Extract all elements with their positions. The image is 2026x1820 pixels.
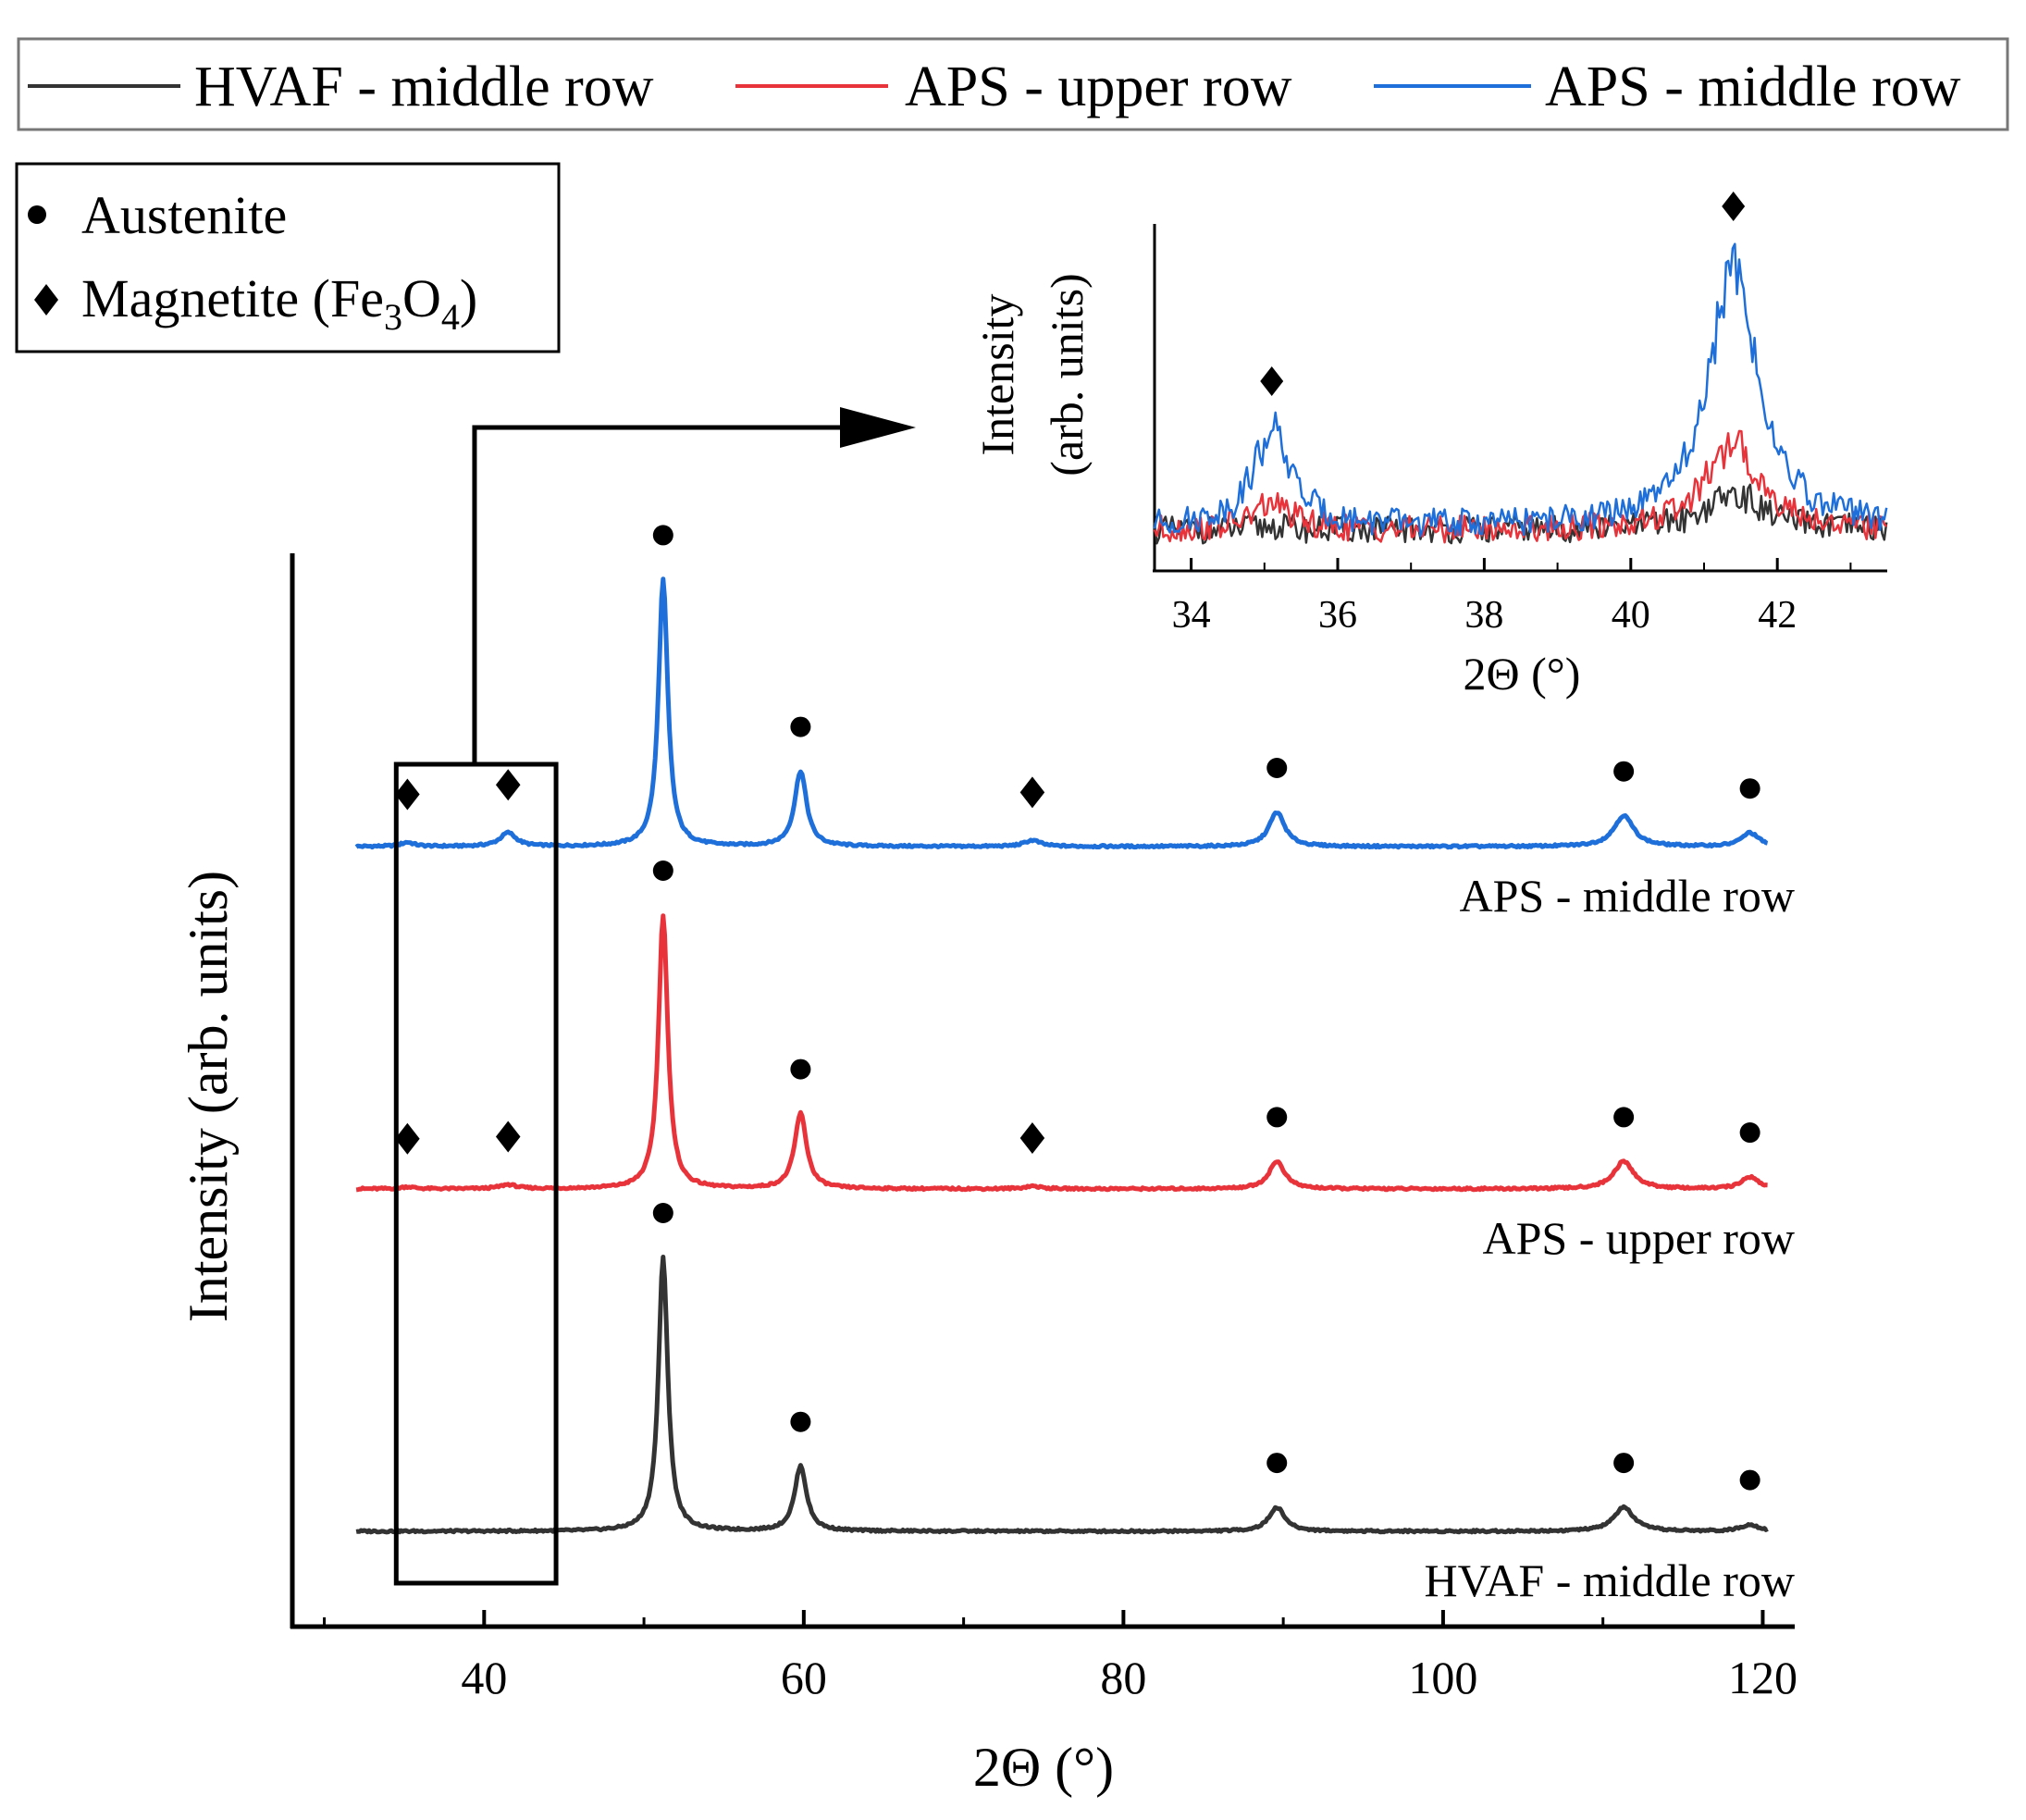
austenite-peak-marker: [652, 860, 673, 881]
inset-x-tick-label-38: 38: [1464, 594, 1503, 637]
austenite-peak-marker: [1739, 1469, 1760, 1491]
austenite-peak-marker: [1613, 1107, 1635, 1128]
austenite-peak-marker: [1613, 761, 1635, 782]
series-legend: HVAF - middle row APS - upper row APS - …: [17, 37, 2009, 131]
inset-x-axis-label: 2Θ (°): [1464, 648, 1581, 700]
main-x-tick-label-100: 100: [1408, 1652, 1477, 1703]
austenite-marker-icon: [28, 205, 46, 224]
main-x-tick-label-40: 40: [461, 1652, 507, 1703]
austenite-peak-marker: [790, 1411, 811, 1432]
austenite-peak-marker: [1266, 758, 1288, 778]
inset-y-axis-label-line2: (arb. units): [1041, 273, 1093, 476]
inset-magnetite-marker: [1260, 366, 1284, 396]
magnetite-peak-marker: [1019, 776, 1045, 809]
austenite-peak-marker: [652, 525, 673, 546]
austenite-peak-marker: [1739, 778, 1760, 799]
inset-x-tick-label-34: 34: [1172, 594, 1211, 637]
inset-x-ticks: 34 36 38 40 42: [1172, 558, 1852, 637]
main-plot: 40 60 80 100 120 APS - middle row APS - upper…: [178, 407, 1797, 1798]
main-x-tick-label-80: 80: [1100, 1652, 1146, 1703]
inset-y-axis-label-line1: Intensity: [971, 294, 1023, 456]
zoom-arrow: [472, 425, 844, 764]
phase-legend: Austenite Magnetite (Fe3O4): [15, 162, 561, 353]
inset-series: [1153, 242, 1888, 545]
main-series: [354, 576, 1769, 1535]
austenite-peak-marker: [1266, 1107, 1288, 1128]
austenite-peak-marker: [1266, 1453, 1288, 1474]
inset-x-tick-label-40: 40: [1612, 594, 1650, 637]
austenite-peak-marker: [1739, 1122, 1760, 1144]
magnetite-peak-marker: [395, 778, 420, 811]
main-x-tick-label-120: 120: [1728, 1652, 1797, 1703]
austenite-peak-marker: [652, 1203, 673, 1223]
main-markers: [395, 525, 1760, 1491]
main-x-axis-label: 2Θ (°): [973, 1737, 1114, 1798]
series-label-aps-middle-row: APS - middle row: [1460, 870, 1796, 922]
inset-magnetite-marker: [1722, 192, 1746, 221]
magnetite-peak-marker: [395, 1122, 420, 1155]
zoom-arrow-head-icon: [840, 407, 916, 448]
legend-label-aps-upper: APS - upper row: [905, 56, 1292, 118]
magnetite-label: Magnetite (Fe3O4): [81, 268, 477, 338]
inset-series-line-aps-upper-row: [1153, 429, 1888, 544]
magnetite-peak-marker: [495, 769, 521, 801]
series-line-aps-upper-row: [355, 913, 1769, 1193]
series-label-hvaf-middle-row: HVAF - middle row: [1425, 1554, 1795, 1606]
series-line-aps-middle-row: [354, 576, 1769, 850]
series-legend-frame: [17, 37, 2009, 131]
phase-legend-frame: [15, 162, 561, 353]
magnetite-peak-marker: [495, 1120, 521, 1153]
legend-label-aps-middle: APS - middle row: [1545, 56, 1961, 118]
austenite-peak-marker: [1613, 1453, 1635, 1474]
main-series-labels: APS - middle row APS - upper row HVAF - mi…: [1425, 870, 1795, 1606]
austenite-label: Austenite: [81, 185, 287, 245]
main-x-ticks: 40 60 80 100 120: [323, 1610, 1797, 1703]
inset-series-line-aps-middle-row: [1153, 242, 1888, 538]
austenite-peak-marker: [790, 1059, 811, 1080]
main-y-axis-label: Intensity (arb. units): [178, 871, 239, 1322]
inset-markers: [1260, 192, 1746, 396]
austenite-peak-marker: [790, 716, 811, 737]
legend-label-hvaf: HVAF - middle row: [194, 56, 654, 118]
inset-plot: 34 36 38 40 42 2Θ (°) Intensity (arb. units): [971, 192, 1888, 700]
series-label-aps-upper-row: APS - upper row: [1483, 1212, 1795, 1264]
inset-x-tick-label-36: 36: [1318, 594, 1357, 637]
zoom-region-box: [393, 761, 559, 1586]
series-line-hvaf-middle-row: [355, 1255, 1769, 1535]
magnetite-peak-marker: [1019, 1122, 1045, 1155]
inset-x-tick-label-42: 42: [1758, 594, 1797, 637]
magnetite-marker-icon: [34, 284, 58, 316]
main-x-tick-label-60: 60: [781, 1652, 827, 1703]
